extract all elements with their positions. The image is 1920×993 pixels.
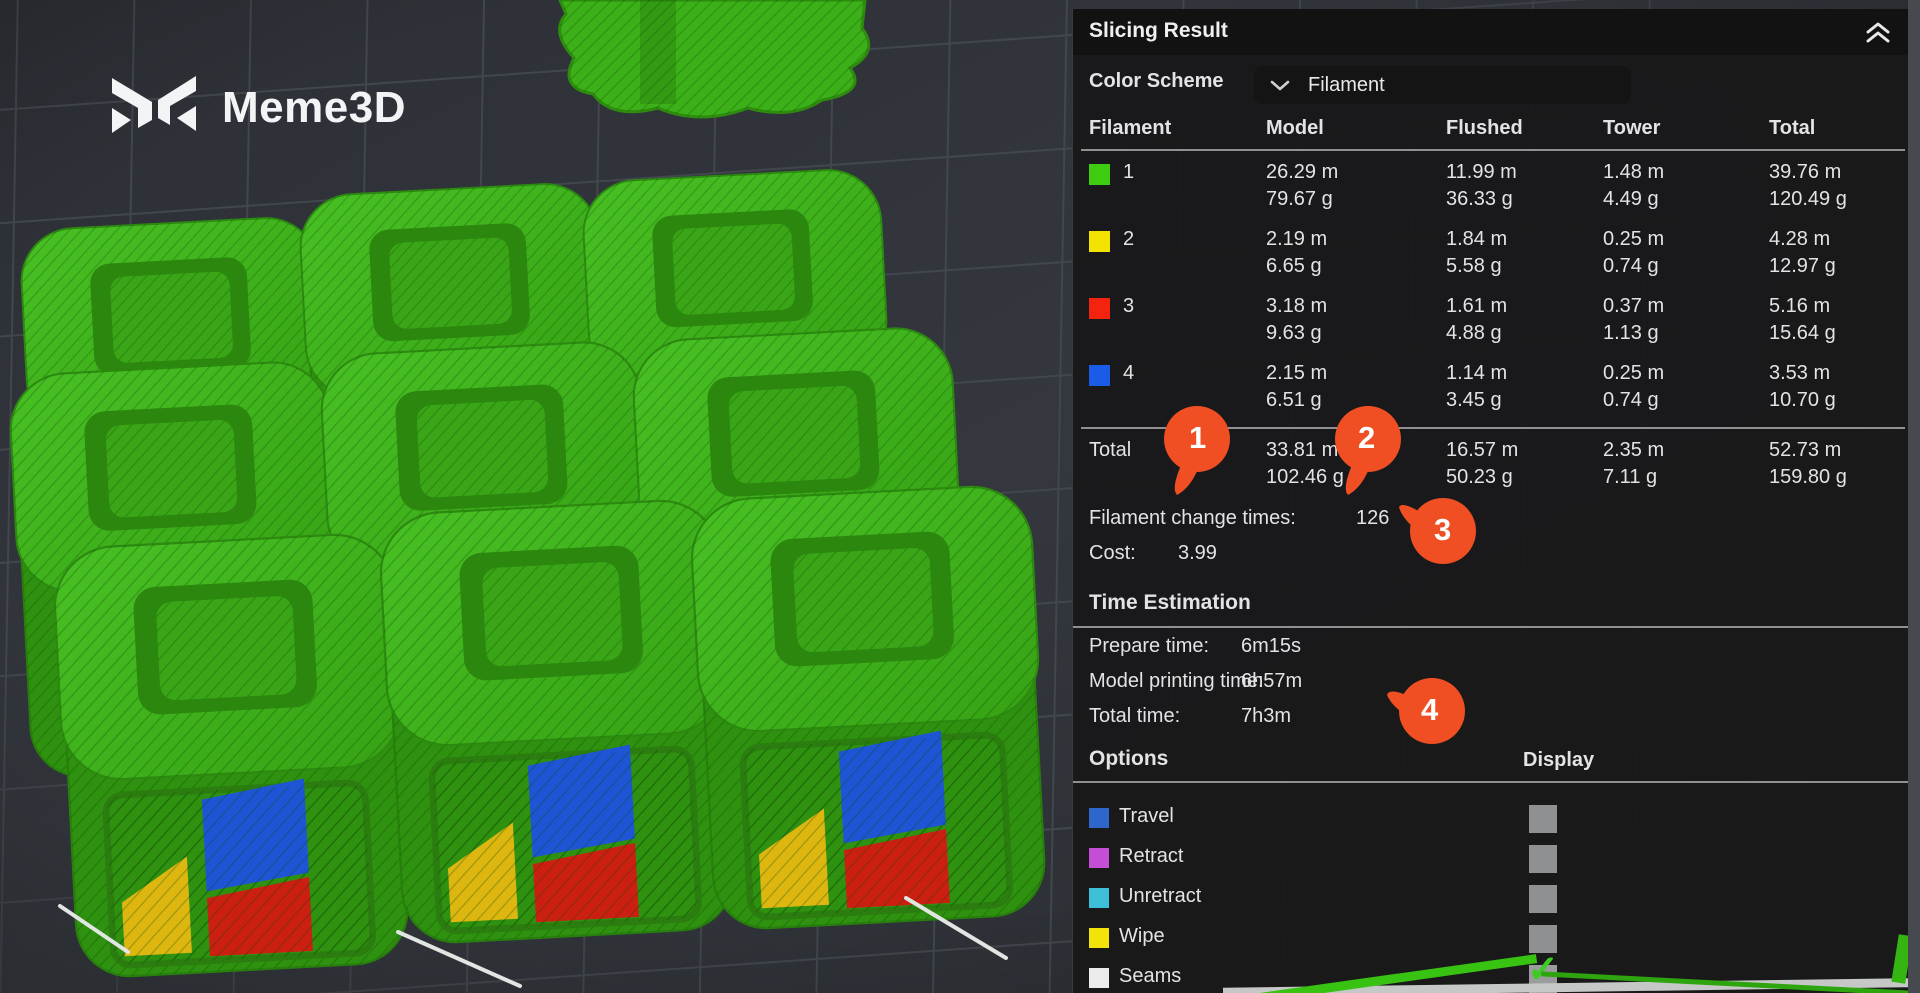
prepare-time-label: Prepare time: (1089, 635, 1210, 657)
option-row-travel: Travel (1073, 805, 1909, 845)
meme3d-logo: Meme3D (112, 76, 406, 140)
model-printing-time-value: 6h57m (1241, 670, 1303, 692)
callout-badge-2: 2 (1330, 403, 1420, 499)
total-time-label: Total time: (1089, 705, 1181, 727)
color-scheme-dropdown[interactable]: Filament (1254, 66, 1631, 104)
filament-change-value: 126 (1356, 507, 1390, 529)
wipe-color-swatch (1089, 928, 1109, 948)
divider (1081, 427, 1905, 429)
panel-header-bar (1073, 9, 1909, 55)
column-header-filament: Filament (1089, 117, 1172, 139)
prime-tower-blob (558, 0, 871, 119)
option-label: Retract (1119, 845, 1184, 867)
total-time-value: 7h3m (1241, 705, 1292, 727)
option-label: Unretract (1119, 885, 1202, 907)
callout-badge-4: 4 (1387, 673, 1477, 769)
filament-color-swatch (1089, 231, 1110, 252)
filament-row-1: 1 26.29 m 79.67 g 11.99 m 36.33 g 1.48 m 4.… (1073, 159, 1909, 221)
divider (1073, 781, 1909, 783)
panel-scrollbar[interactable] (1908, 0, 1920, 993)
filament-row-2: 2 2.19 m 6.65 g 1.84 m 5.58 g 0.25 m 0.74 g… (1073, 226, 1909, 288)
sliced-model-cube (52, 532, 415, 979)
sliced-model-cube (689, 484, 1052, 931)
unretract-color-swatch (1089, 888, 1109, 908)
filament-id: 3 (1123, 295, 1135, 317)
callout-badge-3: 3 (1398, 493, 1488, 589)
model-printing-time-label: Model printing time: (1089, 670, 1264, 692)
panel-title: Slicing Result (1089, 19, 1228, 42)
divider (1073, 626, 1909, 628)
column-header-model: Model (1266, 117, 1324, 139)
display-checkbox-travel[interactable] (1529, 805, 1557, 833)
option-row-retract: Retract (1073, 845, 1909, 885)
filament-change-label: Filament change times: (1089, 507, 1296, 529)
option-row-wipe: Wipe (1073, 925, 1909, 965)
filament-row-4: 4 2.15 m 6.51 g 1.14 m 3.45 g 0.25 m 0.74 g… (1073, 360, 1909, 422)
option-label: Wipe (1119, 925, 1165, 947)
chevron-double-up-icon[interactable] (1865, 22, 1891, 44)
total-row: Total 33.81 m 102.46 g 16.57 m 50.23 g 2.3… (1089, 439, 1847, 488)
filament-row-3: 3 3.18 m 9.63 g 1.61 m 4.88 g 0.37 m 1.13 g… (1073, 293, 1909, 355)
slicing-result-panel: Slicing Result Color Scheme Filament Fil… (1072, 9, 1913, 993)
options-title: Options (1089, 747, 1169, 770)
cost-value: 3.99 (1178, 542, 1217, 564)
filament-color-swatch (1089, 365, 1110, 386)
filament-id: 4 (1123, 362, 1135, 384)
color-scheme-value: Filament (1308, 73, 1385, 96)
column-header-flushed: Flushed (1446, 117, 1523, 139)
travel-color-swatch (1089, 808, 1109, 828)
option-row-unretract: Unretract (1073, 885, 1909, 925)
seams-color-swatch (1089, 968, 1109, 988)
column-header-total: Total (1769, 117, 1816, 139)
display-checkbox-retract[interactable] (1529, 845, 1557, 873)
display-column-label: Display (1523, 749, 1595, 771)
option-label: Seams (1119, 965, 1182, 987)
divider (1081, 149, 1905, 151)
sliced-model-cube (378, 498, 741, 945)
seam-streaks (58, 896, 1008, 988)
option-label: Travel (1119, 805, 1174, 827)
prepare-time-value: 6m15s (1241, 635, 1302, 657)
cost-label: Cost: (1089, 542, 1136, 564)
filament-id: 2 (1123, 228, 1135, 250)
meme3d-logo-icon (112, 76, 196, 133)
time-estimation-title: Time Estimation (1089, 591, 1251, 614)
retract-color-swatch (1089, 848, 1109, 868)
display-checkbox-wipe[interactable] (1529, 925, 1557, 953)
filament-color-swatch (1089, 164, 1110, 185)
display-checkbox-unretract[interactable] (1529, 885, 1557, 913)
filament-id: 1 (1123, 161, 1135, 183)
total-label: Total (1089, 439, 1132, 461)
color-scheme-label: Color Scheme (1089, 70, 1224, 92)
chevron-down-icon (1270, 80, 1290, 91)
column-header-tower: Tower (1603, 117, 1661, 139)
callout-badge-1: 1 (1159, 403, 1249, 499)
filament-color-swatch (1089, 298, 1110, 319)
logo-text: Meme3D (222, 83, 406, 132)
